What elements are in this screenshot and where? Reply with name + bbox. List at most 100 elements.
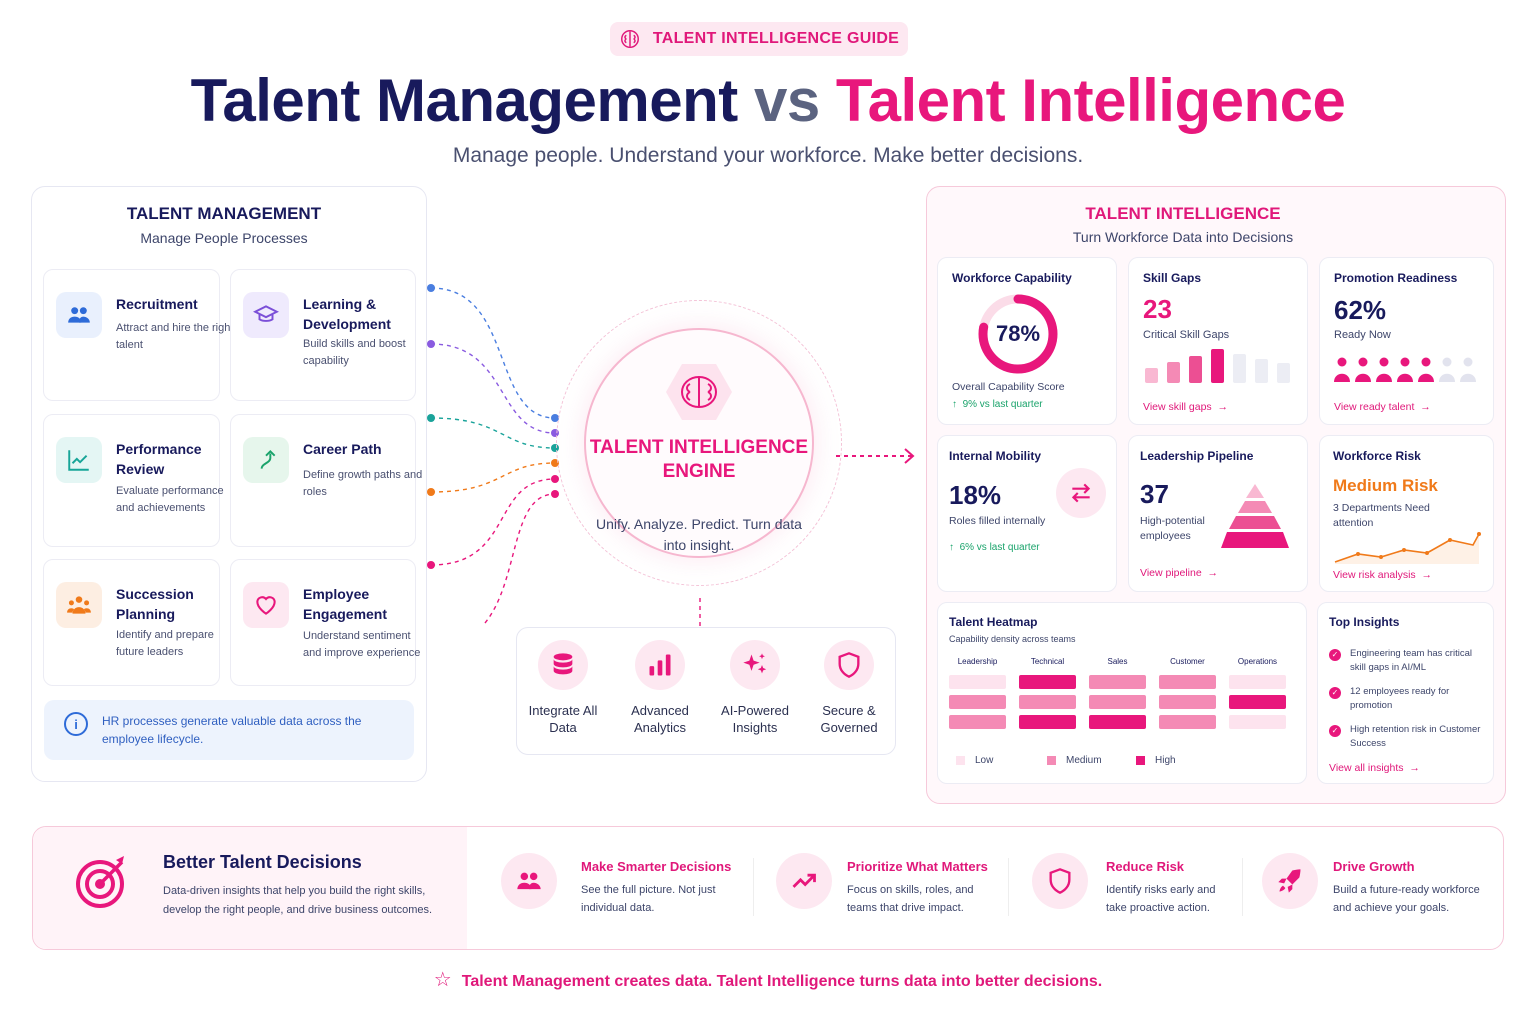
insights-list: ✓ Engineering team has critical skill gap… — [1329, 647, 1489, 751]
card-desc: Attract and hire the right talent — [116, 322, 234, 351]
benefit-title: Drive Growth — [1333, 859, 1415, 874]
person-icon — [1418, 357, 1434, 382]
metric-title: Internal Mobility — [949, 449, 1042, 463]
readiness-people-icons — [1334, 357, 1476, 382]
person-icon — [1355, 357, 1371, 382]
view-pipeline-link[interactable]: View pipeline → — [1140, 567, 1219, 579]
skill-gaps-card: Skill Gaps 23 Critical Skill Gaps View s… — [1128, 257, 1308, 425]
trend-chart-icon — [56, 437, 102, 483]
divider — [753, 858, 754, 916]
heatmap-cell — [1019, 715, 1076, 729]
engine-outer-ring — [556, 300, 842, 586]
team-icon — [56, 582, 102, 628]
card-succession-planning[interactable]: Succession Planning Identify and prepare… — [43, 559, 220, 686]
info-icon: i — [64, 712, 88, 736]
heatmap-cell — [1159, 715, 1216, 729]
page-title: Talent Management vs Talent Intelligence — [190, 67, 1346, 134]
graduation-cap-icon — [243, 292, 289, 338]
card-desc: Define growth paths and roles — [303, 469, 423, 498]
skill-gaps-value: 23 — [1143, 294, 1172, 324]
engine-title: TALENT INTELLIGENCE ENGINE — [589, 437, 809, 482]
divider — [1008, 858, 1009, 916]
view-ready-talent-link[interactable]: View ready talent → — [1334, 401, 1431, 413]
insight-item: ✓ Engineering team has critical skill gap… — [1329, 647, 1489, 675]
swap-icon — [1056, 468, 1106, 518]
better-decisions-desc: Data-driven insights that help you build… — [163, 885, 433, 916]
arrow-right-icon: → — [1409, 762, 1420, 774]
top-insights-card: Top Insights ✓ Engineering team has criti… — [1317, 602, 1494, 784]
talent-heatmap-card: Talent Heatmap Capability density across… — [937, 602, 1307, 784]
heatmap-cell — [1019, 675, 1076, 689]
workforce-capability-card: Workforce Capability 78% Overall Capabil… — [937, 257, 1117, 425]
benefit-desc: Build a future-ready workforce and achie… — [1333, 884, 1480, 914]
heatmap-title: Talent Heatmap — [949, 615, 1038, 629]
metric-title: Promotion Readiness — [1334, 271, 1458, 285]
pipeline-value: 37 — [1140, 479, 1169, 509]
heatmap-legend: Low Medium High — [956, 755, 1176, 766]
card-desc: Understand sentiment and improve experie… — [303, 630, 421, 659]
arrow-right-icon: → — [1207, 567, 1219, 579]
trend-up-icon — [776, 853, 832, 909]
card-title: Succession Planning — [116, 586, 194, 622]
card-career-path[interactable]: Career Path Define growth paths and role… — [230, 414, 422, 547]
page-subtitle: Manage people. Understand your workforce… — [452, 144, 1084, 167]
pipeline-label: High-potential employees — [1140, 515, 1205, 542]
skill-gaps-label: Critical Skill Gaps — [1143, 329, 1230, 341]
feature-integrate: Integrate All Data — [517, 640, 609, 736]
promotion-value: 62% — [1334, 295, 1387, 325]
better-decisions-intro — [33, 827, 467, 949]
pyramid-icon — [1221, 484, 1289, 548]
person-icon — [1460, 357, 1476, 382]
people-icon — [501, 853, 557, 909]
talent-management-subtitle: Manage People Processes — [140, 230, 308, 246]
mobility-label: Roles filled internally — [949, 515, 1046, 527]
heatmap-cell — [1159, 675, 1216, 689]
person-icon — [1376, 357, 1392, 382]
card-desc: Build skills and boost capability — [303, 338, 406, 367]
check-icon: ✓ — [1329, 725, 1341, 737]
hr-data-note-text: HR processes generate valuable data acro… — [102, 714, 362, 746]
heatmap-cell — [1229, 675, 1286, 689]
view-risk-analysis-link[interactable]: View risk analysis → — [1333, 569, 1433, 581]
brain-icon — [666, 364, 732, 420]
brain-icon — [620, 30, 639, 48]
bar-chart-icon — [635, 640, 685, 690]
target-icon — [76, 856, 124, 908]
path-icon — [243, 437, 289, 483]
view-skill-gaps-link[interactable]: View skill gaps → — [1143, 401, 1229, 413]
benefit-title: Make Smarter Decisions — [581, 859, 732, 874]
heatmap-column-label: Technical — [1030, 657, 1065, 666]
internal-mobility-card: Internal Mobility 18% Roles filled inter… — [937, 435, 1117, 592]
card-performance-review[interactable]: Performance Review Evaluate performance … — [43, 414, 224, 547]
card-recruitment[interactable]: Recruitment Attract and hire the right t… — [43, 269, 233, 401]
view-all-insights-link[interactable]: View all insights → — [1329, 762, 1420, 774]
heatmap-subtitle: Capability density across teams — [949, 634, 1076, 644]
benefit-desc: Identify risks early and take proactive … — [1106, 884, 1216, 914]
heatmap-cell — [1089, 675, 1146, 689]
card-employee-engagement[interactable]: Employee Engagement Understand sentiment… — [230, 559, 420, 686]
metric-title: Workforce Risk — [1333, 449, 1421, 463]
metric-title: Workforce Capability — [952, 271, 1072, 285]
heatmap-cell — [1019, 695, 1076, 709]
check-icon: ✓ — [1329, 687, 1341, 699]
mobility-delta: ↑ 6% vs last quarter — [949, 542, 1040, 553]
risk-value: Medium Risk — [1333, 476, 1438, 495]
card-learning-development[interactable]: Learning & Development Build skills and … — [230, 269, 416, 401]
talent-intelligence-title: TALENT INTELLIGENCE — [1085, 204, 1281, 223]
heatmap-cell — [949, 715, 1006, 729]
workforce-risk-card: Workforce Risk Medium Risk 3 Departments… — [1319, 435, 1494, 592]
capability-delta: ↑ 9% vs last quarter — [952, 399, 1043, 410]
benefit-title: Prioritize What Matters — [847, 859, 988, 874]
star-icon: ☆ — [433, 969, 452, 991]
hr-data-note: i HR processes generate valuable data ac… — [44, 700, 414, 760]
card-title: Recruitment — [116, 296, 198, 312]
benefit-desc: See the full picture. Not just individua… — [581, 884, 716, 914]
heatmap-cell — [1229, 715, 1286, 729]
shield-icon — [1032, 853, 1088, 909]
insights-title: Top Insights — [1329, 615, 1400, 629]
risk-trend-line — [1334, 532, 1481, 564]
capability-label: Overall Capability Score — [952, 381, 1065, 393]
sparkle-icon — [730, 640, 780, 690]
arrow-up-icon: ↑ — [949, 542, 954, 553]
